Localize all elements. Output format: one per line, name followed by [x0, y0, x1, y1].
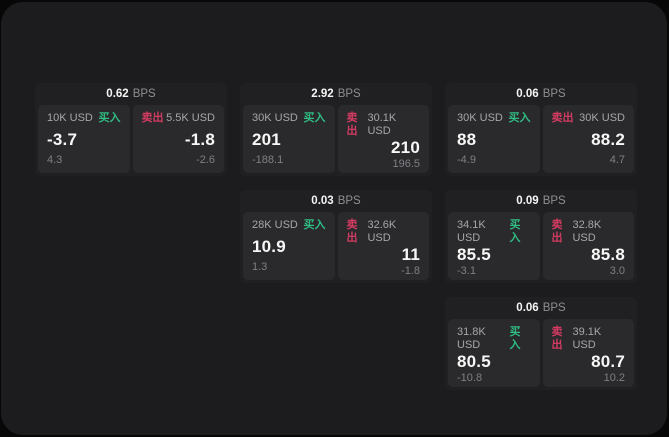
- sell-side-label: 卖出: [141, 112, 164, 124]
- buy-panel[interactable]: 34.1K USD 买入 85.5 -3.1: [448, 212, 540, 280]
- quote-card-3: 0.06 BPS 30K USD 买入 88 -4.9 卖出 30K USD 8…: [445, 83, 637, 176]
- buy-size-label: 28K USD: [252, 219, 298, 231]
- buy-size-label: 30K USD: [252, 112, 298, 124]
- sell-price: 11: [401, 245, 420, 264]
- sell-sub-value: 196.5: [392, 158, 420, 170]
- buy-price: 80.5: [457, 352, 491, 371]
- buy-sub-value: -188.1: [252, 154, 284, 166]
- quote-card-2: 2.92 BPS 30K USD 买入 201 -188.1 卖出 30.1K …: [240, 83, 432, 176]
- sell-sub-value: 3.0: [609, 265, 625, 277]
- buy-sub-value: -10.8: [457, 372, 483, 384]
- buy-side-label: 买入: [509, 326, 521, 351]
- buy-size-label: 31.8K USD: [457, 326, 486, 351]
- sell-sub-value: 10.2: [603, 372, 625, 384]
- spread-value: 0.06: [516, 302, 539, 314]
- buy-side-label: 买入: [509, 219, 521, 244]
- spread-unit-label: BPS: [132, 88, 156, 100]
- buy-size-label: 10K USD: [47, 112, 93, 124]
- sell-size-label: 30.1K USD: [367, 112, 397, 137]
- buy-price: 201: [252, 129, 281, 149]
- sell-side-label: 卖出: [346, 112, 358, 137]
- spread-value: 0.06: [516, 88, 539, 100]
- sell-panel[interactable]: 卖出 30.1K USD 210 196.5: [337, 105, 429, 173]
- buy-panel[interactable]: 28K USD 买入 10.9 1.3: [243, 212, 335, 280]
- spread-header: 0.62 BPS: [38, 83, 224, 105]
- sell-size-label: 30K USD: [579, 112, 625, 124]
- sell-panel[interactable]: 卖出 32.6K USD 11 -1.8: [337, 212, 429, 280]
- sell-size-label: 32.8K USD: [572, 219, 602, 244]
- spread-value: 0.09: [516, 195, 539, 207]
- spread-value: 0.03: [311, 195, 334, 207]
- spread-header: 0.03 BPS: [243, 190, 429, 212]
- sell-sub-value: -2.6: [196, 154, 215, 166]
- sell-side-label: 卖出: [551, 112, 574, 124]
- buy-side-label: 买入: [303, 112, 326, 124]
- spread-value: 2.92: [311, 88, 334, 100]
- sell-price: -1.8: [184, 129, 215, 149]
- sell-size-label: 39.1K USD: [572, 326, 602, 351]
- buy-price: 85.5: [457, 245, 491, 264]
- buy-sub-value: -4.9: [457, 154, 476, 166]
- buy-side-label: 买入: [303, 219, 326, 231]
- quote-body: 34.1K USD 买入 85.5 -3.1 卖出 32.8K USD 85.8…: [448, 212, 634, 280]
- sell-sub-value: -1.8: [401, 265, 420, 277]
- buy-panel[interactable]: 31.8K USD 买入 80.5 -10.8: [448, 319, 540, 387]
- sell-sub-value: 4.7: [609, 154, 625, 166]
- sell-panel[interactable]: 卖出 30K USD 88.2 4.7: [542, 105, 634, 173]
- buy-panel[interactable]: 30K USD 买入 88 -4.9: [448, 105, 540, 173]
- buy-panel[interactable]: 10K USD 买入 -3.7 4.3: [38, 105, 130, 173]
- spread-unit-label: BPS: [337, 195, 361, 207]
- spread-unit-label: BPS: [337, 88, 361, 100]
- sell-side-label: 卖出: [551, 326, 563, 351]
- buy-side-label: 买入: [98, 112, 121, 124]
- quote-body: 31.8K USD 买入 80.5 -10.8 卖出 39.1K USD 80.…: [448, 319, 634, 387]
- spread-unit-label: BPS: [542, 195, 566, 207]
- quote-card-1: 0.62 BPS 10K USD 买入 -3.7 4.3 卖出 5.5K USD…: [35, 83, 227, 176]
- quote-body: 30K USD 买入 201 -188.1 卖出 30.1K USD 210 1…: [243, 105, 429, 173]
- sell-panel[interactable]: 卖出 39.1K USD 80.7 10.2: [542, 319, 634, 387]
- spread-value: 0.62: [106, 88, 129, 100]
- spread-unit-label: BPS: [542, 302, 566, 314]
- sell-side-label: 卖出: [346, 219, 358, 244]
- sell-panel[interactable]: 卖出 5.5K USD -1.8 -2.6: [132, 105, 224, 173]
- buy-price: 88: [457, 129, 477, 149]
- spread-header: 0.09 BPS: [448, 190, 634, 212]
- spread-header: 2.92 BPS: [243, 83, 429, 105]
- quote-body: 30K USD 买入 88 -4.9 卖出 30K USD 88.2 4.7: [448, 105, 634, 173]
- buy-sub-value: -3.1: [457, 265, 476, 277]
- quote-card-6: 0.06 BPS 31.8K USD 买入 80.5 -10.8 卖出 39.1…: [445, 297, 637, 390]
- sell-price: 80.7: [591, 352, 625, 371]
- sell-size-label: 32.6K USD: [367, 219, 397, 244]
- spread-header: 0.06 BPS: [448, 83, 634, 105]
- buy-side-label: 买入: [508, 112, 531, 124]
- buy-price: 10.9: [252, 236, 286, 256]
- sell-price: 210: [391, 138, 420, 157]
- buy-panel[interactable]: 30K USD 买入 201 -188.1: [243, 105, 335, 173]
- quote-card-4: 0.03 BPS 28K USD 买入 10.9 1.3 卖出 32.6K US…: [240, 190, 432, 283]
- sell-size-label: 5.5K USD: [166, 112, 215, 124]
- sell-price: 88.2: [591, 129, 625, 149]
- sell-side-label: 卖出: [551, 219, 563, 244]
- quote-body: 28K USD 买入 10.9 1.3 卖出 32.6K USD 11 -1.8: [243, 212, 429, 280]
- buy-sub-value: 1.3: [252, 261, 268, 273]
- spread-unit-label: BPS: [542, 88, 566, 100]
- quote-body: 10K USD 买入 -3.7 4.3 卖出 5.5K USD -1.8 -2.…: [38, 105, 224, 173]
- buy-sub-value: 4.3: [47, 154, 63, 166]
- sell-price: 85.8: [591, 245, 625, 264]
- spread-header: 0.06 BPS: [448, 297, 634, 319]
- buy-size-label: 34.1K USD: [457, 219, 486, 244]
- sell-panel[interactable]: 卖出 32.8K USD 85.8 3.0: [542, 212, 634, 280]
- buy-price: -3.7: [47, 129, 78, 149]
- quote-card-5: 0.09 BPS 34.1K USD 买入 85.5 -3.1 卖出 32.8K…: [445, 190, 637, 283]
- buy-size-label: 30K USD: [457, 112, 503, 124]
